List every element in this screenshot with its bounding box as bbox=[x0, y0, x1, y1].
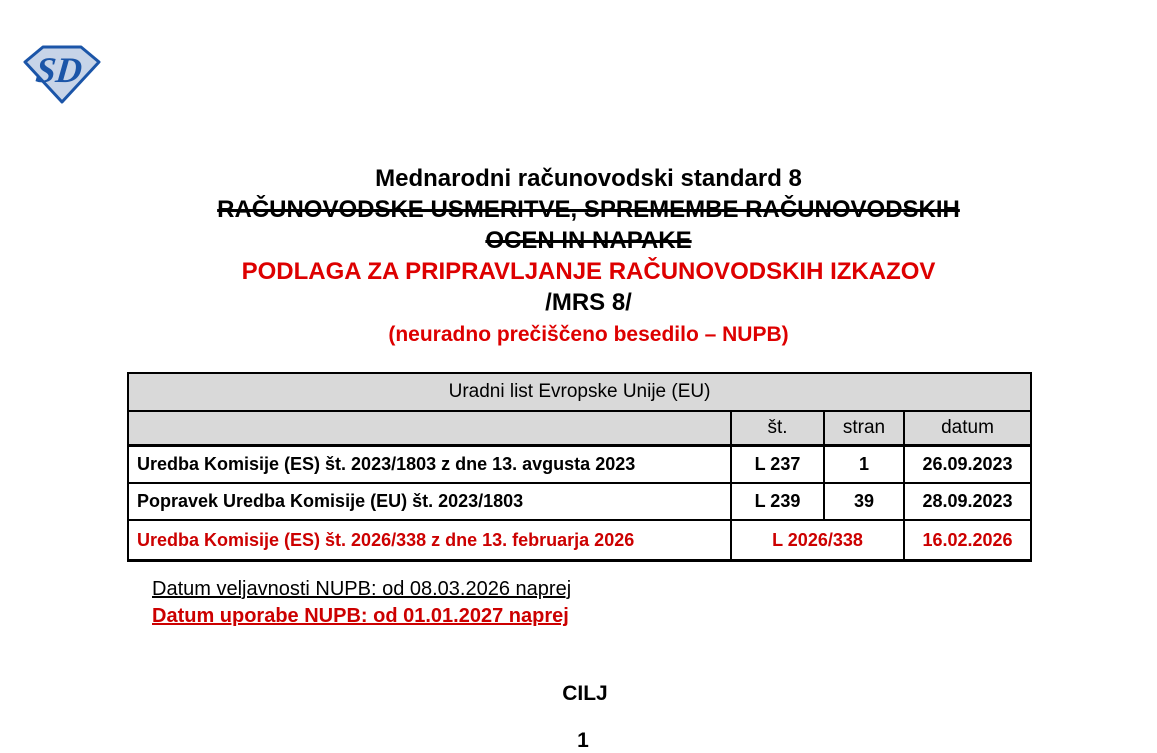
table-caption-row: Uradni list Evropske Unije (EU) bbox=[126, 372, 1033, 412]
sd-shield-icon: SD bbox=[23, 45, 101, 104]
page-number: 1 bbox=[577, 729, 589, 752]
regulation-name: Popravek Uredba Komisije (EU) št. 2023/1… bbox=[127, 482, 732, 521]
document-header: Mednarodni računovodski standard 8 RAČUN… bbox=[10, 163, 1157, 351]
column-header-stran: stran bbox=[823, 410, 905, 447]
regulation-date: 26.09.2023 bbox=[902, 444, 1033, 484]
column-header-st: št. bbox=[730, 410, 825, 447]
table-header-row: št. stran datum bbox=[127, 410, 1033, 447]
standard-code: /MRS 8/ bbox=[545, 289, 632, 316]
regulation-name: Uredba Komisije (ES) št. 2026/338 z dne … bbox=[127, 519, 732, 562]
table-row: Uredba Komisije (ES) št. 2023/1803 z dne… bbox=[127, 444, 1033, 484]
table-caption: Uradni list Evropske Unije (EU) bbox=[126, 372, 1033, 412]
regulation-name: Uredba Komisije (ES) št. 2023/1803 z dne… bbox=[127, 444, 732, 484]
column-header-empty bbox=[127, 410, 732, 447]
application-date-line: Datum uporabe NUPB: od 01.01.2027 naprej bbox=[152, 605, 569, 627]
regulation-page: 1 bbox=[823, 444, 905, 484]
strikethrough-title-line2: OCEN IN NAPAKE bbox=[485, 227, 692, 254]
section-heading-cilj: CILJ bbox=[562, 682, 608, 705]
regulation-page: 39 bbox=[823, 482, 905, 521]
regulation-date: 28.09.2023 bbox=[902, 482, 1033, 521]
subtitle-red: PODLAGA ZA PRIPRAVLJANJE RAČUNOVODSKIH I… bbox=[241, 258, 936, 285]
validity-block: Datum veljavnosti NUPB: od 08.03.2026 na… bbox=[152, 576, 571, 630]
column-header-datum: datum bbox=[902, 410, 1033, 447]
table-row-highlighted: Uredba Komisije (ES) št. 2026/338 z dne … bbox=[127, 519, 1033, 562]
regulation-date: 16.02.2026 bbox=[902, 519, 1033, 562]
table-row: Popravek Uredba Komisije (EU) št. 2023/1… bbox=[127, 482, 1033, 521]
regulation-number: L 237 bbox=[730, 444, 825, 484]
regulation-number: L 239 bbox=[730, 482, 825, 521]
validity-date-line: Datum veljavnosti NUPB: od 08.03.2026 na… bbox=[152, 578, 572, 600]
regulation-number-merged: L 2026/338 bbox=[730, 519, 905, 562]
strikethrough-title-line1: RAČUNOVODSKE USMERITVE, SPREMEMBE RAČUNO… bbox=[217, 196, 960, 223]
sd-logo: SD bbox=[22, 42, 102, 106]
official-journal-table: Uradni list Evropske Unije (EU) št. stra… bbox=[126, 372, 1033, 562]
sd-logo-letters: SD bbox=[34, 50, 84, 90]
unofficial-text-note: (neuradno prečiščeno besedilo – NUPB) bbox=[388, 323, 789, 346]
document-title: Mednarodni računovodski standard 8 bbox=[375, 165, 802, 192]
